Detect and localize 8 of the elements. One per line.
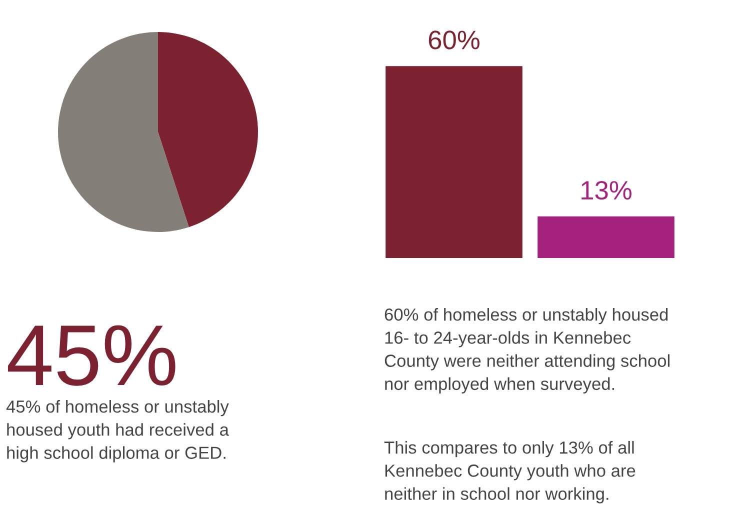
text: This compares to only 13% of all Kennebec County youth who are neither in school nor working.	[384, 441, 636, 504]
pie-slice	[158, 32, 258, 228]
text: 45%	[8, 325, 176, 386]
data-label: 13%	[582, 180, 632, 200]
pie-slice	[58, 32, 189, 232]
text: 60% of homeless or unstably housed 16- to 24-year-olds in Kennebec County were neither attending school nor employed when surveyed.	[384, 308, 670, 394]
text: 45% of homeless or unstably housed youth had received a high school diploma or GED.	[6, 400, 229, 462]
data-label: 60%	[428, 30, 480, 50]
